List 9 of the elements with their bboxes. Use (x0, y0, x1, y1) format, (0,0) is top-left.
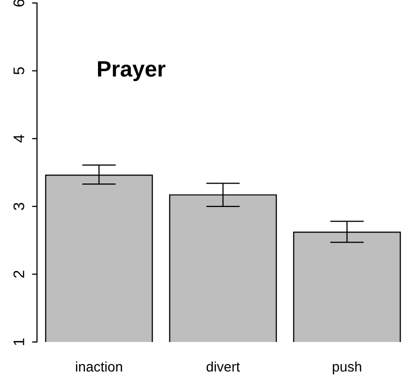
x-tick-label: push (332, 361, 362, 374)
x-tick-label: inaction (76, 361, 122, 372)
y-tick-label: 2 (13, 270, 24, 278)
y-tick-label: 4 (14, 134, 24, 142)
y-tick-label: 1 (14, 338, 24, 346)
annotation: Prayer (98, 61, 166, 82)
y-tick-label: 5 (14, 67, 24, 74)
y-tick-label: 3 (13, 202, 24, 210)
x-tick-label: divert (206, 361, 240, 372)
